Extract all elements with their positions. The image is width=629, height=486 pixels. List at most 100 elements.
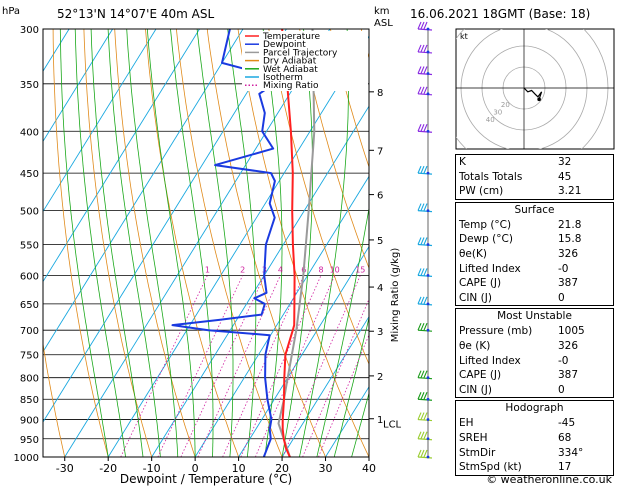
most-unstable-title: Most Unstable bbox=[497, 310, 572, 323]
wind-barb bbox=[417, 296, 433, 306]
index-row: PW (cm) 3.21 bbox=[456, 184, 613, 199]
km-tick-label: 8 bbox=[377, 88, 383, 99]
most-unstable-value: 387 bbox=[558, 369, 579, 382]
surface-value: 0 bbox=[558, 291, 565, 304]
isotherm-line bbox=[238, 245, 369, 457]
legend-entry: Wet Adiabat bbox=[263, 65, 318, 75]
legend-entry: Mixing Ratio bbox=[263, 81, 319, 91]
pressure-tick-label: 750 bbox=[20, 351, 39, 362]
temp-tick-label: -10 bbox=[143, 462, 161, 475]
pressure-tick-label: 600 bbox=[20, 271, 39, 282]
pressure-tick-label: 400 bbox=[20, 127, 39, 138]
dewpoint-line bbox=[171, 29, 283, 457]
datetime-title: 16.06.2021 18GMT (Base: 18) bbox=[410, 7, 590, 21]
wind-barb bbox=[417, 44, 433, 54]
index-label: K bbox=[459, 156, 466, 168]
hpa-label: hPa bbox=[2, 6, 20, 17]
dry-adiabat-line bbox=[330, 29, 369, 169]
storm-motion-marker bbox=[537, 97, 541, 102]
most-unstable-label: Pressure (mb) bbox=[459, 325, 533, 338]
km-tick-label: 4 bbox=[377, 283, 383, 294]
hodograph-frame bbox=[455, 28, 615, 150]
surface-box: Surface Temp (°C) 21.8 Dewp (°C) 15.8 θe(K) 3… bbox=[455, 201, 614, 307]
hodograph-value: -45 bbox=[558, 417, 576, 430]
wind-barbs bbox=[417, 21, 433, 459]
surface-row: CIN (J) 0 bbox=[456, 291, 613, 306]
mixing-ratio-line bbox=[240, 275, 322, 457]
isotherm-line bbox=[107, 35, 369, 457]
dry-adiabat-line bbox=[43, 341, 66, 457]
km-tick-label: 1 bbox=[377, 415, 383, 426]
wind-barb bbox=[417, 412, 433, 422]
km-tick-label: 5 bbox=[377, 236, 383, 247]
index-row: K 32 bbox=[456, 155, 613, 170]
dry-adiabat-line bbox=[83, 29, 153, 457]
most-unstable-row: θe (K) 326 bbox=[456, 339, 613, 354]
hodograph-row: SREH 68 bbox=[456, 431, 613, 446]
indices-panel: K 32 Totals Totals 45 PW (cm) 3.21 Surface Te… bbox=[455, 154, 614, 478]
hodograph-ring-label: 20 bbox=[501, 101, 510, 109]
wind-barb bbox=[417, 66, 433, 76]
mixing-ratio-line bbox=[180, 275, 265, 457]
most-unstable-row: Pressure (mb) 1005 bbox=[456, 324, 613, 339]
wind-barb bbox=[417, 370, 433, 380]
wind-barb bbox=[417, 86, 433, 96]
surface-row: Temp (°C) 21.8 bbox=[456, 218, 613, 233]
temp-tick-label: 0 bbox=[192, 462, 199, 475]
index-label: PW (cm) bbox=[459, 185, 504, 198]
index-value: 45 bbox=[558, 170, 572, 183]
km-label: km bbox=[374, 6, 390, 17]
profile-lines bbox=[171, 29, 316, 457]
most-unstable-label: CIN (J) bbox=[459, 383, 492, 396]
mixing-ratio-line bbox=[157, 275, 243, 457]
isotherm-line bbox=[43, 29, 113, 143]
surface-value: 21.8 bbox=[558, 218, 582, 231]
hodograph-label: EH bbox=[459, 417, 474, 430]
hodograph-box: Hodograph EH -45 SREH 68 StmDir 334° StmSpd (k… bbox=[455, 400, 614, 476]
wind-barb bbox=[417, 203, 433, 213]
hodograph-row: StmDir 334° bbox=[456, 446, 613, 461]
temp-tick-label: 40 bbox=[362, 462, 376, 475]
wind-barb bbox=[417, 21, 433, 31]
mixing-ratio-label: 4 bbox=[278, 265, 283, 274]
dry-adiabat-line bbox=[114, 29, 196, 457]
dry-adiabat-line bbox=[299, 29, 369, 270]
pressure-tick-label: 300 bbox=[20, 25, 39, 36]
hodograph-label: StmDir bbox=[459, 446, 496, 459]
most-unstable-label: CAPE (J) bbox=[459, 369, 502, 382]
mixing-ratio-label: 1 bbox=[205, 265, 210, 274]
mixing-ratio-line bbox=[120, 275, 208, 457]
mixing-ratio-label: 15 bbox=[355, 265, 365, 274]
most-unstable-value: 1005 bbox=[558, 325, 585, 338]
wet-adiabat-line bbox=[126, 29, 179, 457]
most-unstable-value: 326 bbox=[558, 339, 579, 352]
dry-adiabat-line bbox=[0, 29, 21, 457]
plot-frame bbox=[42, 28, 370, 458]
indices-box: K 32 Totals Totals 45 PW (cm) 3.21 bbox=[455, 154, 614, 200]
hodograph-label: StmSpd (kt) bbox=[459, 461, 522, 474]
wet-adiabat-line bbox=[196, 29, 234, 457]
surface-value: 326 bbox=[558, 247, 579, 260]
surface-value: 15.8 bbox=[558, 233, 582, 246]
most-unstable-box: Most Unstable Pressure (mb) 1005 θe (K) 326… bbox=[455, 308, 614, 399]
wind-barb bbox=[417, 449, 433, 459]
wet-adiabat-line bbox=[351, 391, 369, 457]
wet-adiabat-line bbox=[90, 29, 144, 457]
pressure-tick-label: 800 bbox=[20, 374, 39, 385]
pressure-tick-label: 950 bbox=[20, 435, 39, 446]
hodograph-trace bbox=[523, 87, 543, 100]
index-value: 3.21 bbox=[558, 185, 582, 198]
wind-barb bbox=[417, 268, 433, 278]
wind-barb bbox=[417, 431, 433, 441]
temperature-line bbox=[281, 29, 296, 457]
dry-adiabat-line bbox=[145, 29, 239, 457]
most-unstable-label: θe (K) bbox=[459, 339, 491, 352]
legend-entry: Isotherm bbox=[263, 73, 303, 83]
hodograph-row: EH -45 bbox=[456, 416, 613, 431]
temp-tick-label: 10 bbox=[232, 462, 246, 475]
pressure-tick-label: 550 bbox=[20, 240, 39, 251]
most-unstable-row: CIN (J) 0 bbox=[456, 383, 613, 398]
wet-adiabat-line bbox=[170, 29, 214, 457]
